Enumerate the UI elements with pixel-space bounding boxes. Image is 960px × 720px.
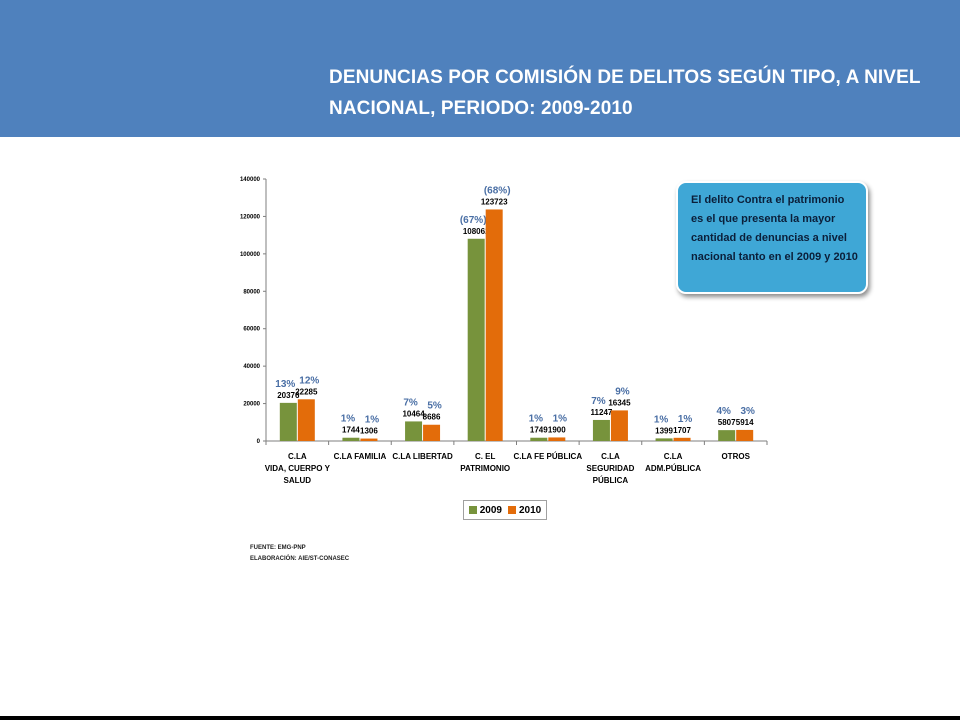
legend-item-2009: 2009 [468, 504, 502, 516]
data-label-percent: 1% [341, 414, 356, 425]
data-label-percent: 9% [615, 386, 630, 397]
x-category-label: C.LA [601, 452, 620, 461]
x-category-label: C.LA [664, 452, 683, 461]
data-label-value: 8686 [423, 413, 441, 422]
legend-item-2010: 2010 [508, 505, 541, 516]
y-tick-label: 80000 [243, 289, 260, 295]
bar-2010 [360, 438, 378, 441]
data-label-percent: 3% [740, 406, 755, 417]
data-label-value: 5807 [718, 418, 736, 427]
x-category-label: ADM.PÚBLICA [645, 464, 701, 473]
data-label-percent: 12% [299, 375, 319, 386]
data-label-value: 1749 [530, 426, 548, 435]
page-title: DENUNCIAS POR COMISIÓN DE DELITOS SEGÚN … [329, 62, 929, 124]
y-tick-label: 40000 [243, 364, 260, 370]
bar-2010 [736, 429, 754, 441]
y-tick-label: 140000 [240, 177, 261, 183]
data-label-value: 16345 [608, 398, 631, 407]
callout-box: El delito Contra el patrimonio es el que… [676, 181, 868, 294]
data-label-value: 10464 [402, 409, 425, 418]
chart-legend: 2009 2010 [463, 500, 547, 520]
source-note: FUENTE: EMG-PNP [250, 545, 306, 551]
bar-2009 [592, 419, 610, 441]
bar-2009 [655, 438, 673, 441]
x-category-label: PÚBLICA [593, 476, 629, 485]
bar-2010 [610, 410, 628, 441]
data-label-value: 11247 [591, 408, 613, 417]
data-label-value: 1707 [673, 426, 691, 435]
data-label-percent: 1% [365, 415, 380, 426]
data-label-percent: 1% [678, 414, 693, 425]
data-label-value: 22285 [295, 387, 318, 396]
page-title-line-2: NACIONAL, PERIODO: 2009-2010 [329, 98, 633, 119]
x-category-label: C.LA FE PÚBLICA [514, 452, 583, 461]
bar-2009 [718, 430, 736, 441]
footnotes: FUENTE: EMG-PNP ELABORACIÓN: AIE/ST-CONA… [250, 543, 349, 565]
data-label-percent: 1% [654, 414, 669, 425]
elaboration-note: ELABORACIÓN: AIE/ST-CONASEC [250, 556, 350, 562]
data-label-percent: (68%) [484, 185, 511, 196]
x-category-label: C.LA LIBERTAD [392, 452, 453, 461]
bar-2009 [279, 402, 297, 441]
legend-swatch-2009 [468, 506, 477, 514]
bar-2009 [342, 437, 360, 441]
x-category-label: VIDA, CUERPO Y [265, 464, 331, 473]
data-label-value: 1900 [548, 425, 566, 434]
bar-2010 [485, 209, 503, 441]
x-category-label: SALUD [284, 476, 312, 485]
data-label-value: 1744 [342, 426, 360, 435]
data-label-percent: 13% [275, 379, 295, 390]
bar-2009 [530, 437, 548, 441]
data-label-value: 5914 [736, 418, 754, 427]
bottom-border [0, 716, 960, 720]
data-label-percent: (67%) [460, 215, 487, 226]
data-label-value: 1306 [360, 427, 378, 436]
x-category-label: C.LA FAMILIA [334, 452, 387, 461]
y-tick-label: 100000 [240, 252, 261, 258]
bar-2010 [423, 424, 441, 441]
data-label-percent: 7% [591, 396, 606, 407]
y-tick-label: 0 [257, 439, 261, 445]
data-label-value: 1399 [655, 426, 673, 435]
data-label-value: 20376 [277, 391, 300, 400]
y-tick-label: 120000 [240, 214, 261, 220]
x-category-label: PATRIMONIO [460, 464, 510, 473]
legend-label-2009: 2009 [479, 504, 502, 516]
bar-2010 [548, 437, 566, 441]
x-category-label: C. EL [475, 452, 496, 461]
data-label-value: 108062 [463, 227, 490, 236]
legend-label-2010: 2010 [519, 504, 542, 516]
y-tick-label: 60000 [243, 327, 260, 333]
data-label-percent: 5% [427, 401, 442, 412]
data-label-percent: 4% [716, 406, 731, 417]
bar-2010 [297, 399, 315, 441]
data-label-percent: 1% [529, 414, 544, 425]
data-label-value: 123723 [481, 197, 508, 206]
title-banner [0, 0, 960, 137]
x-category-label: SEGURIDAD [586, 464, 634, 473]
legend-swatch-2010 [508, 506, 516, 514]
x-category-label: OTROS [721, 452, 750, 461]
bar-2010 [673, 437, 691, 441]
data-label-percent: 7% [403, 397, 418, 408]
y-tick-label: 20000 [243, 402, 260, 408]
x-category-label: C.LA [288, 452, 307, 461]
data-label-percent: 1% [553, 413, 568, 424]
bar-2009 [405, 421, 423, 441]
bar-2009 [467, 238, 485, 441]
page-title-line-1: DENUNCIAS POR COMISIÓN DE DELITOS SEGÚN … [329, 67, 921, 88]
